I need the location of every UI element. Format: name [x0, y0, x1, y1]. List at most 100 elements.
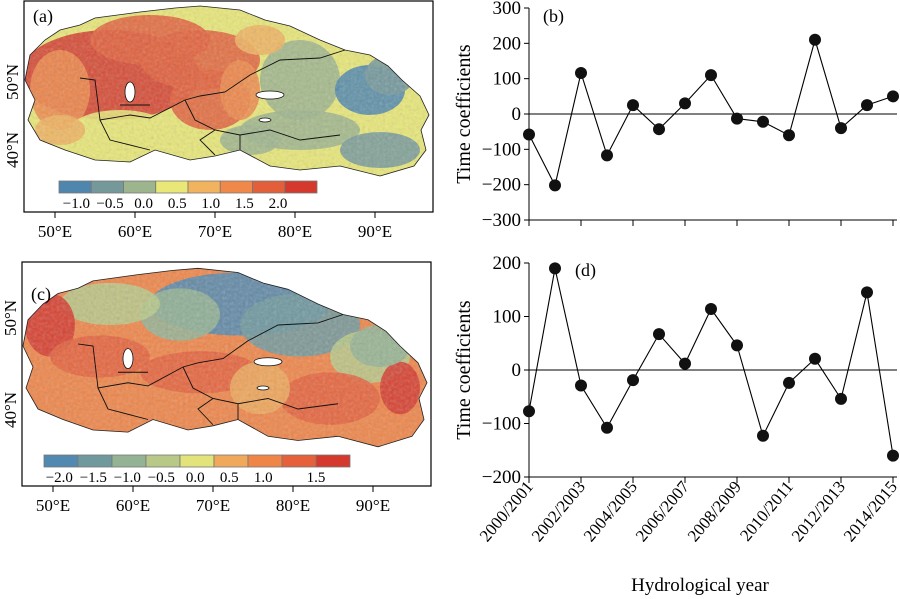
data-point [887, 449, 899, 462]
lat-label: 40°N [1, 392, 20, 428]
colorbar-tick-label: −1.0 [114, 470, 141, 486]
data-point [783, 376, 795, 389]
x-tick-label: 2014/2015 [840, 477, 900, 545]
colorbar-swatch [111, 454, 147, 468]
lon-tick-label: 70°E [198, 222, 232, 241]
line-chart-b: Time coefficients (b) 300 200 100 0 −100 −200… [453, 0, 899, 231]
data-point [731, 112, 743, 125]
lake-balkhash [255, 90, 285, 100]
lon-tick-label: 50°E [36, 496, 70, 515]
x-tick-label: 2010/2011 [736, 477, 797, 544]
y-tick-label: 300 [493, 0, 522, 19]
colorbar-swatch [77, 454, 113, 468]
data-point [835, 122, 847, 135]
y-tick-label: −300 [482, 210, 521, 231]
lon-tick-label: 60°E [116, 496, 150, 515]
data-point [835, 392, 847, 405]
lon-tick-label: 50°E [38, 222, 72, 241]
lon-tick-label: 90°E [356, 496, 390, 515]
border-line [99, 119, 151, 151]
x-tick-label: 2002/2003 [528, 477, 589, 545]
y-axis-label: Time coefficients [453, 44, 475, 184]
data-point [653, 123, 665, 136]
colorbar-tick-label: 1.0 [254, 470, 273, 486]
colorbar-swatch [281, 454, 317, 468]
data-point [627, 99, 639, 112]
y-tick-label: 100 [493, 307, 522, 328]
data-point [809, 352, 821, 365]
lon-tick-label: 80°E [278, 222, 312, 241]
y-tick-label: 200 [493, 33, 522, 54]
y-tick-label: 0 [512, 360, 522, 381]
data-point [861, 286, 873, 299]
colorbar-swatch [145, 454, 181, 468]
data-point [653, 328, 665, 341]
colorbar-swatch [58, 180, 92, 194]
lon-axis: 50°E 60°E 70°E 80°E 90°E [36, 486, 390, 515]
colorbar-swatch [90, 180, 124, 194]
lat-label: 40°N [3, 132, 22, 168]
colorbar-swatch [213, 454, 249, 468]
colorbar-swatch [187, 180, 221, 194]
map-panel-a: (a) 50°N 40°N 50°E 60°E 70°E 80°E 90°E −1.0−… [3, 0, 434, 241]
map-fill [25, 6, 429, 176]
data-point [809, 33, 821, 46]
colorbar-tick-label: 0.0 [186, 470, 205, 486]
border-line [79, 49, 346, 121]
data-point [705, 69, 717, 82]
lake [256, 385, 270, 391]
series-line [528, 37, 894, 187]
series-line [528, 268, 894, 456]
lat-label: 50°N [3, 64, 22, 100]
y-axis-label: Time coefficients [453, 300, 475, 440]
lake [258, 117, 272, 123]
colorbar-tick-label: −2.0 [46, 470, 73, 486]
data-point [523, 128, 535, 141]
y-tick-label: −200 [482, 175, 521, 196]
x-tick-label: 2008/2009 [684, 477, 745, 545]
data-point [549, 262, 561, 275]
data-point [757, 115, 769, 128]
data-point [705, 303, 717, 316]
lon-tick-label: 90°E [358, 222, 392, 241]
border-line [77, 314, 344, 389]
colorbar-swatch [179, 454, 215, 468]
data-point [575, 379, 587, 392]
colorbar-tick-label: 1.0 [201, 196, 220, 212]
data-point [731, 339, 743, 352]
colorbar-tick-label: −1.0 [63, 196, 90, 212]
data-point [679, 97, 691, 110]
lake-balkhash [253, 357, 283, 367]
data-point [627, 374, 639, 387]
border-line [197, 398, 214, 426]
country-borders [79, 49, 346, 156]
lon-axis: 50°E 60°E 70°E 80°E 90°E [38, 212, 392, 241]
border-line [97, 387, 149, 420]
colorbar-tick-label: −0.5 [96, 196, 123, 212]
y-tick-label: −100 [482, 139, 521, 160]
y-tick-label: −200 [482, 467, 521, 488]
colorbar-swatch [247, 454, 283, 468]
data-point [757, 429, 769, 442]
aral-sea [124, 81, 136, 103]
panel-label: (a) [33, 6, 53, 27]
panel-label: (d) [575, 260, 596, 281]
colorbar-tick-label: 1.5 [235, 196, 254, 212]
data-point [783, 129, 795, 142]
data-point [601, 421, 613, 434]
panel-label: (b) [543, 6, 564, 27]
colorbar-tick-label: −1.5 [80, 470, 107, 486]
colorbar-tick-label: 1.5 [307, 470, 326, 486]
colorbar-swatch [284, 180, 318, 194]
data-point [523, 405, 535, 418]
colorbar-tick-label: 0.5 [168, 196, 187, 212]
data-point [575, 67, 587, 80]
data-point [601, 149, 613, 162]
data-point [549, 179, 561, 192]
colorbar-swatch [252, 180, 286, 194]
x-tick-label: 2006/2007 [632, 477, 694, 545]
colorbar-swatch [219, 180, 253, 194]
colorbar-swatch [43, 454, 79, 468]
map-panel-c: (c) 50°N 40°N 50°E 60°E 70°E 80°E 90°E −2.0−… [1, 261, 432, 515]
